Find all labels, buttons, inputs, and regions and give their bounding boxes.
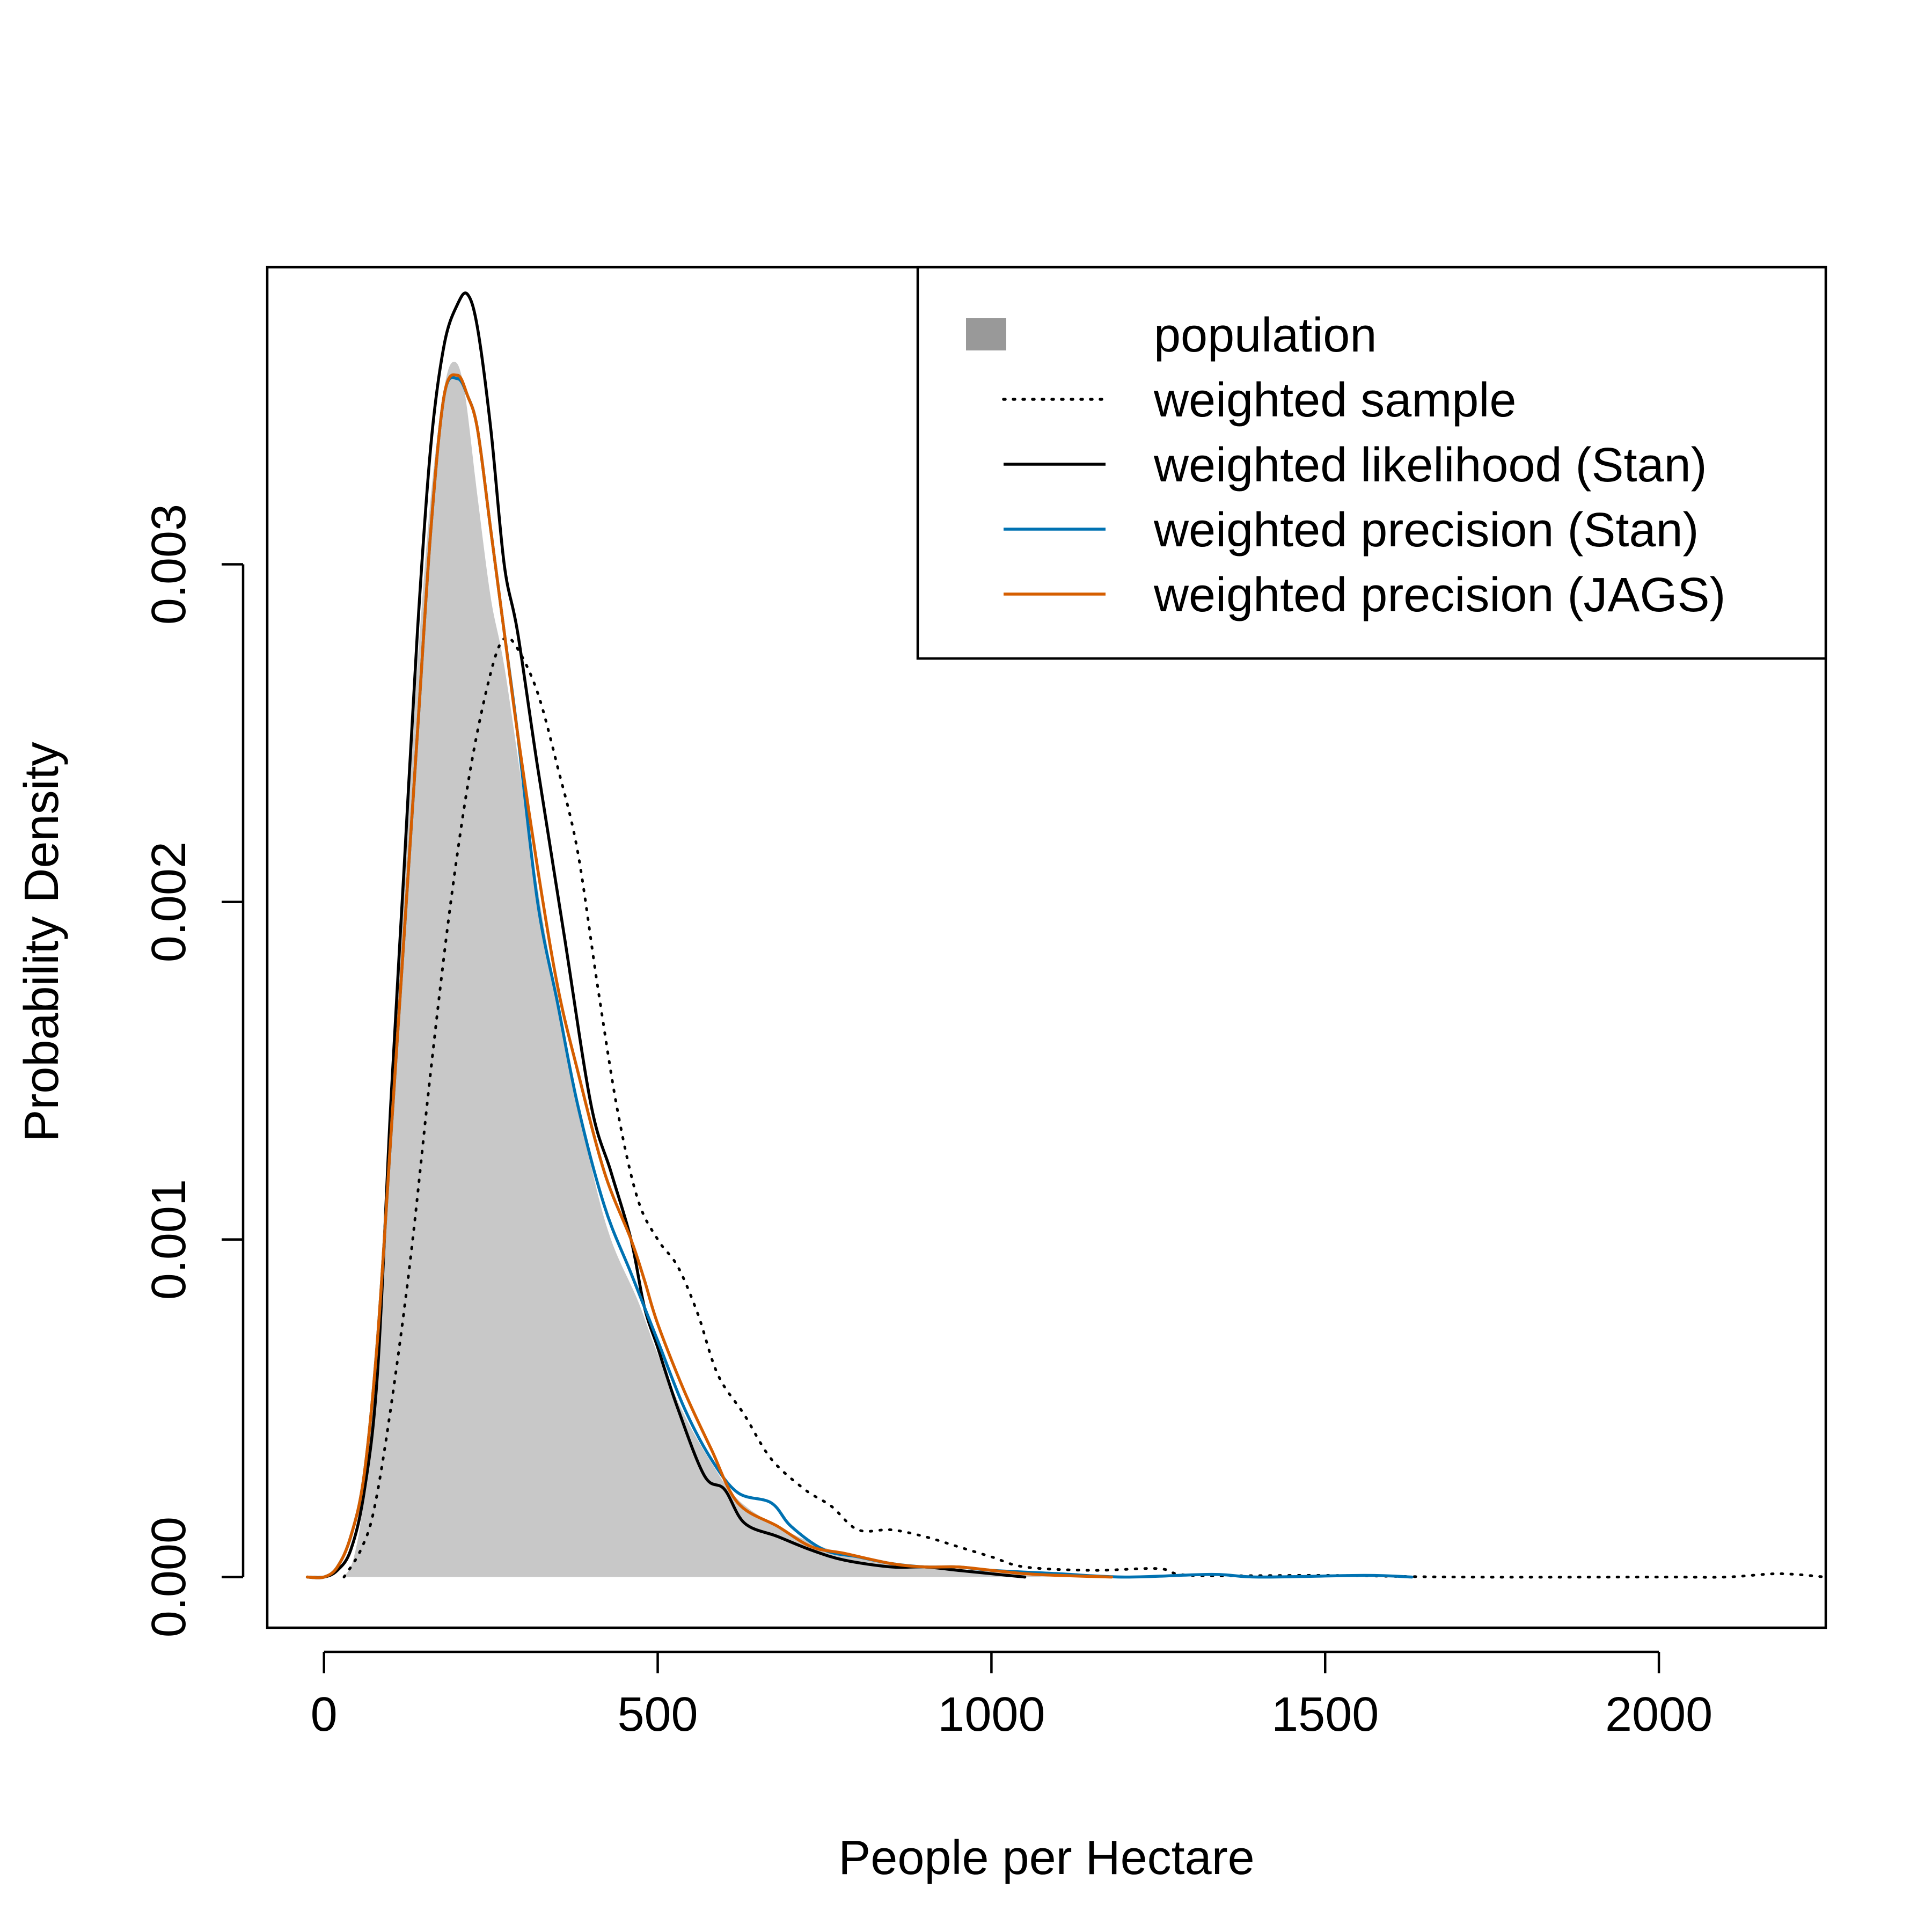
- x-tick-label: 500: [617, 1688, 698, 1741]
- y-tick-label: 0.002: [142, 841, 196, 962]
- y-tick-label: 0.003: [142, 504, 196, 625]
- plot-area: [305, 291, 1826, 1579]
- series-area-population: [344, 362, 1058, 1577]
- x-tick-label: 2000: [1605, 1688, 1713, 1741]
- series-line-weighted-precision-jags: [305, 373, 1114, 1579]
- x-axis: 0 500 1000 1500 2000: [311, 1650, 1713, 1741]
- x-tick-label: 1000: [938, 1688, 1045, 1741]
- x-tick-label: 0: [311, 1688, 338, 1741]
- legend-label-weighted-precision-jags: weighted precision (JAGS): [1153, 568, 1725, 622]
- y-tick-label: 0.001: [142, 1179, 196, 1300]
- legend-label-weighted-precision-stan: weighted precision (Stan): [1153, 503, 1699, 557]
- y-axis-label: Probability Density: [15, 742, 69, 1141]
- y-tick-label: 0.000: [142, 1517, 196, 1637]
- legend-label-weighted-likelihood-stan: weighted likelihood (Stan): [1153, 438, 1707, 492]
- series-line-weighted-likelihood-stan: [305, 291, 1027, 1579]
- y-axis: 0.000 0.001 0.002 0.003: [142, 504, 245, 1637]
- x-tick-label: 1500: [1271, 1688, 1379, 1741]
- legend-swatch-population: [966, 318, 1006, 350]
- legend-label-population: population: [1154, 309, 1377, 362]
- legend: population weighted sample weighted likeli…: [916, 266, 1827, 660]
- legend-label-weighted-sample: weighted sample: [1153, 374, 1516, 427]
- x-axis-label: People per Hectare: [838, 1831, 1254, 1885]
